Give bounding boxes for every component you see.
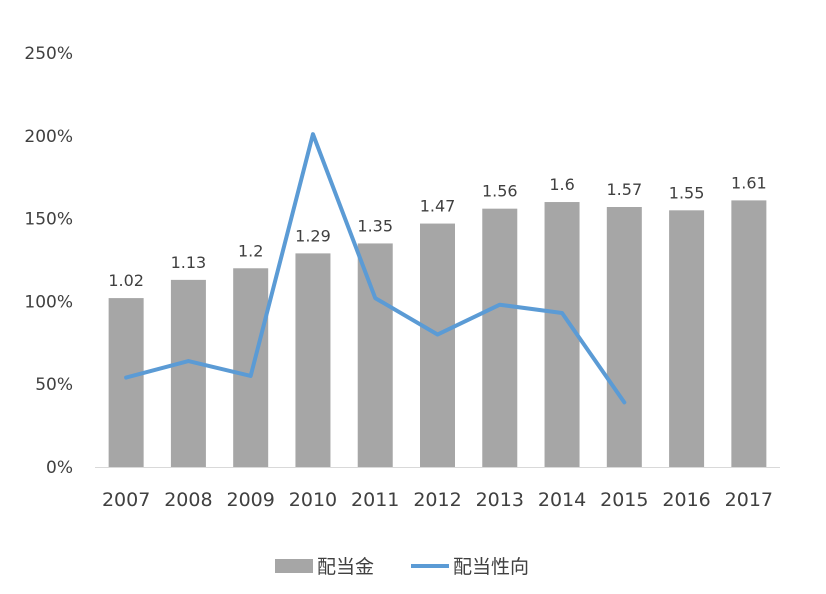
legend: 配当金 配当性向: [275, 556, 529, 578]
bar-data-label: 1.61: [731, 173, 767, 192]
y-tick-label: 250%: [24, 44, 73, 64]
y-axis-ticks: 0% 50% 100% 150% 200% 250%: [24, 44, 73, 478]
bar: [170, 279, 206, 467]
y-tick-label: 150%: [24, 210, 73, 230]
bar-data-label: 1.13: [171, 253, 207, 272]
x-tick-label: 2011: [351, 489, 399, 511]
legend-bar-label: 配当金: [317, 556, 374, 578]
x-tick-label: 2008: [164, 489, 212, 511]
bar: [731, 200, 767, 467]
x-tick-label: 2013: [476, 489, 524, 511]
y-tick-label: 200%: [24, 127, 73, 147]
y-tick-label: 50%: [35, 375, 73, 395]
x-tick-label: 2016: [662, 489, 710, 511]
legend-line-label: 配当性向: [453, 556, 529, 578]
x-axis-ticks: 2007 2008 2009 2010 2011 2012 2013 2014 2015 2016…: [102, 489, 773, 511]
bar-data-label: 1.55: [669, 183, 705, 202]
x-tick-label: 2017: [725, 489, 773, 511]
bar: [420, 223, 455, 467]
bar-data-label: 1.47: [420, 197, 456, 216]
bar-series: [108, 200, 767, 468]
x-tick-label: 2015: [600, 489, 648, 511]
y-tick-label: 0%: [46, 458, 73, 478]
bar-data-labels: 1.02 1.13 1.2 1.29 1.35 1.47 1.56 1.6 1.57 1.55 1.…: [108, 173, 766, 290]
bar: [669, 210, 705, 467]
bar-data-label: 1.35: [357, 216, 393, 235]
bar-data-label: 1.56: [482, 182, 518, 201]
bar: [606, 207, 642, 467]
bar-data-label: 1.6: [549, 175, 574, 194]
x-tick-label: 2009: [227, 489, 275, 511]
legend-bar-swatch: [275, 559, 313, 573]
bar: [295, 253, 331, 467]
bar-data-label: 1.29: [295, 226, 331, 245]
bar-data-label: 1.57: [607, 180, 643, 199]
x-tick-label: 2010: [289, 489, 337, 511]
bar: [482, 208, 518, 467]
bar-data-label: 1.2: [238, 241, 263, 260]
bar: [544, 202, 580, 468]
bar-data-label: 1.02: [108, 271, 144, 290]
y-tick-label: 100%: [24, 292, 73, 312]
bar: [233, 268, 269, 467]
bar: [108, 298, 144, 467]
bar: [357, 243, 393, 467]
x-tick-label: 2014: [538, 489, 586, 511]
x-tick-label: 2007: [102, 489, 150, 511]
line-series: [124, 132, 627, 405]
x-tick-label: 2012: [413, 489, 461, 511]
